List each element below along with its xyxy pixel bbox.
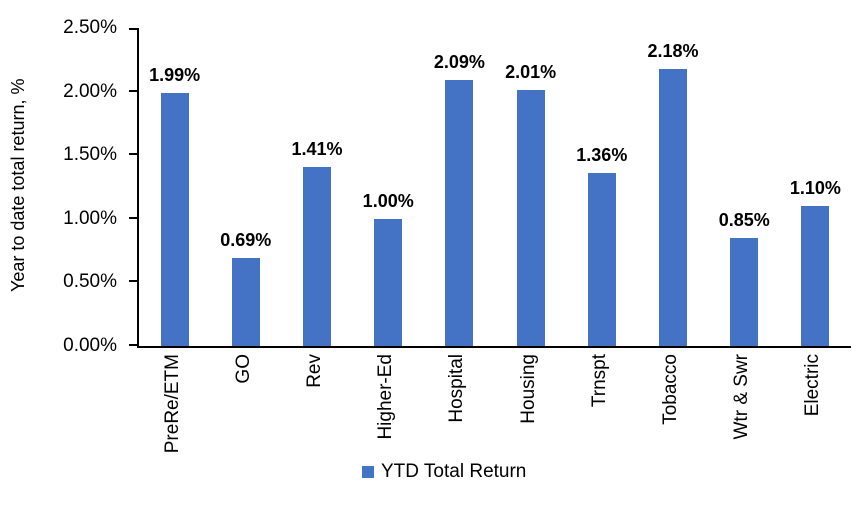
bar-value-label: 0.69% — [220, 230, 272, 250]
category-label: PreRe/ETM — [161, 354, 183, 454]
bar-value-label: 1.41% — [291, 139, 343, 159]
category-slot: PreRe/ETM — [137, 354, 208, 462]
category-label: Hospital — [446, 354, 468, 423]
bar-value-label: 2.01% — [505, 62, 557, 82]
bar — [730, 238, 759, 346]
category-slot: Tobacco — [635, 354, 706, 462]
category-slot: GO — [208, 354, 279, 462]
bar-slot: 2.09% — [424, 28, 495, 346]
bar — [587, 173, 616, 346]
category-label: GO — [232, 354, 254, 384]
y-tick-mark — [129, 28, 139, 30]
bar-value-label: 2.09% — [433, 52, 485, 72]
bar-value-label: 0.85% — [718, 210, 770, 230]
bar-slot: 1.10% — [780, 28, 851, 346]
category-label: Housing — [517, 354, 539, 424]
bars-container: 1.99% 0.69% 1.41% 1.00% 2.09% 2.01% 1.36% 2.18%… — [139, 28, 851, 346]
bar-slot: 1.36% — [566, 28, 637, 346]
y-tick-mark — [129, 89, 139, 92]
category-slot: Housing — [493, 354, 564, 462]
y-tick-label: 2.50% — [63, 17, 117, 38]
bar-value-label: 1.99% — [149, 65, 201, 85]
y-axis-tick-labels: 0.00% 0.50% 1.00% 1.50% 2.00% 2.50% — [0, 17, 137, 356]
bar — [659, 69, 688, 346]
bar-slot: 2.01% — [495, 28, 566, 346]
y-tick-label: 1.00% — [63, 207, 117, 229]
y-tick-mark — [129, 280, 139, 283]
y-tick-label: 0.00% — [63, 335, 117, 356]
category-slot: Hospital — [422, 354, 493, 462]
category-label: Trnspt — [588, 354, 610, 408]
legend-label: YTD Total Return — [381, 461, 527, 482]
category-slot: Electric — [778, 354, 849, 462]
y-tick-label: 0.50% — [63, 271, 117, 293]
legend-swatch-icon — [362, 466, 374, 478]
bar-slot: 0.69% — [210, 28, 281, 346]
y-tick-label: 2.00% — [63, 80, 117, 102]
category-slot: Higher-Ed — [351, 354, 422, 462]
plot-area: 1.99% 0.69% 1.41% 1.00% 2.09% 2.01% 1.36% 2.18%… — [129, 28, 851, 348]
bar-slot: 2.18% — [637, 28, 708, 346]
bar — [516, 90, 545, 346]
category-label: Higher-Ed — [375, 354, 397, 440]
bar-slot: 1.41% — [281, 28, 352, 346]
bar — [303, 167, 331, 346]
category-slot: Rev — [279, 354, 350, 462]
bar-value-label: 2.18% — [647, 41, 699, 61]
bar-value-label: 1.10% — [789, 178, 841, 198]
legend: YTD Total Return — [362, 461, 526, 483]
bar — [445, 80, 474, 346]
bar — [374, 219, 403, 346]
y-tick-label: 1.50% — [63, 144, 117, 166]
bar — [160, 93, 189, 346]
bar-slot: 1.00% — [353, 28, 424, 346]
y-tick-mark — [129, 153, 139, 156]
x-axis-category-labels: PreRe/ETM GO Rev Higher-Ed Hospital Housing Tr… — [137, 354, 849, 462]
category-label: Tobacco — [660, 354, 682, 425]
bar-value-label: 1.00% — [362, 191, 414, 211]
category-slot: Trnspt — [564, 354, 635, 462]
bar-slot: 1.99% — [139, 28, 210, 346]
category-slot: Wtr & Swr — [707, 354, 778, 462]
category-label: Electric — [802, 354, 824, 417]
y-tick-mark — [129, 344, 139, 346]
category-label: Wtr & Swr — [731, 354, 753, 440]
bar-value-label: 1.36% — [576, 145, 628, 165]
bar — [801, 206, 830, 346]
bar-slot: 0.85% — [709, 28, 780, 346]
y-tick-mark — [129, 216, 139, 219]
category-label: Rev — [304, 354, 325, 388]
bar — [231, 258, 260, 346]
